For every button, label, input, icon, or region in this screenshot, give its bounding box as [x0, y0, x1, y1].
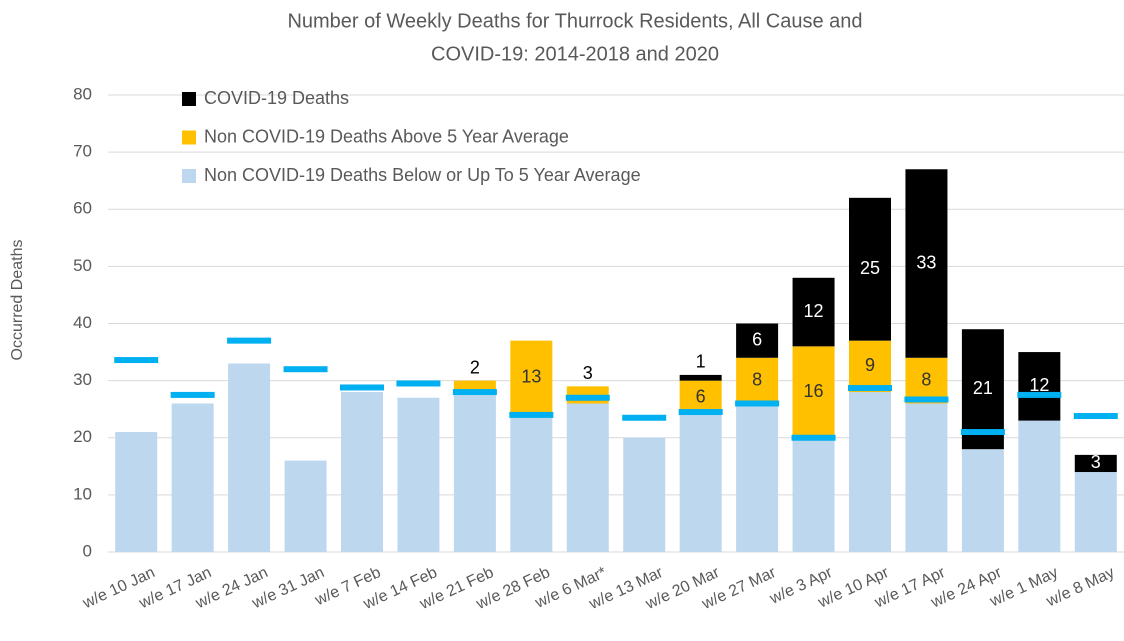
bar-segment [171, 403, 214, 552]
data-label: 8 [921, 369, 931, 389]
bar-segment [1018, 352, 1061, 421]
average-marker [1073, 413, 1118, 420]
y-tick-label: 20 [73, 427, 92, 446]
bar-segment [736, 357, 779, 404]
data-label: 6 [696, 387, 706, 407]
average-marker [396, 380, 441, 387]
average-marker [848, 385, 892, 392]
bar-segment [453, 392, 496, 552]
data-label: 9 [865, 355, 875, 375]
bar-segment [115, 432, 158, 552]
data-label: 25 [860, 258, 880, 278]
average-marker [1017, 391, 1062, 398]
legend-label: Non COVID-19 Deaths Below or Up To 5 Yea… [204, 165, 641, 185]
average-marker [735, 400, 780, 407]
bar-segment [1074, 454, 1117, 473]
average-marker [622, 414, 667, 421]
bar-segment [792, 437, 835, 552]
average-marker [452, 389, 497, 396]
bar-segment [341, 392, 383, 552]
bar-segment [510, 414, 553, 552]
average-marker [114, 357, 159, 364]
legend-label: COVID-19 Deaths [204, 88, 349, 108]
bar-segment [1018, 420, 1061, 552]
data-label: 1 [696, 352, 706, 372]
y-tick-label: 0 [83, 541, 92, 560]
legend-label: Non COVID-19 Deaths Above 5 Year Average [204, 126, 569, 146]
bar-segment [961, 449, 1004, 552]
bar-segment [849, 392, 891, 552]
data-label: 12 [1029, 375, 1049, 395]
average-marker [791, 434, 836, 441]
bar-segment [849, 197, 891, 341]
data-label: 21 [973, 378, 993, 398]
chart-title: Number of Weekly Deaths for Thurrock Res… [287, 10, 862, 32]
average-marker [227, 337, 272, 344]
bar-segment [1074, 472, 1117, 552]
y-axis-label: Occurred Deaths [9, 240, 26, 361]
bar-segment [679, 414, 722, 552]
bar-segment [905, 403, 948, 552]
data-label: 13 [521, 367, 541, 387]
average-marker [904, 396, 949, 403]
data-label: 3 [1091, 452, 1101, 472]
average-marker [960, 429, 1005, 436]
bar-segment [510, 340, 553, 415]
average-marker [283, 366, 328, 373]
data-label: 12 [804, 301, 824, 321]
y-tick-label: 50 [73, 256, 92, 275]
bar-segment [566, 403, 609, 552]
data-label: 3 [583, 363, 593, 383]
bar-segment [284, 460, 327, 552]
legend-swatch [182, 92, 196, 106]
data-label: 16 [804, 381, 824, 401]
y-tick-label: 30 [73, 370, 92, 389]
bar-segment [792, 346, 835, 438]
y-tick-label: 80 [73, 84, 92, 103]
legend-swatch [182, 169, 196, 183]
y-tick-label: 70 [73, 142, 92, 161]
average-marker [678, 409, 723, 416]
average-marker [340, 384, 384, 391]
bar-segment [736, 403, 779, 552]
bar-segment [679, 374, 722, 381]
average-marker [509, 411, 554, 418]
data-label: 2 [470, 357, 480, 377]
bar-segment [905, 169, 948, 358]
data-label: 33 [916, 252, 936, 272]
data-label: 8 [752, 369, 762, 389]
average-marker [170, 391, 215, 398]
bar-segment [623, 437, 666, 552]
average-marker [565, 394, 610, 401]
bar-segment [397, 397, 440, 552]
y-tick-label: 40 [73, 313, 92, 332]
y-tick-label: 10 [73, 484, 92, 503]
bar-segment [736, 323, 779, 358]
y-tick-label: 60 [73, 199, 92, 218]
bar-segment [905, 357, 948, 404]
legend-swatch [182, 130, 196, 145]
data-label: 6 [752, 329, 762, 349]
bar-segment [228, 363, 271, 552]
bar-segment [849, 340, 891, 393]
bar-segment [792, 277, 835, 347]
chart-title: COVID-19: 2014-2018 and 2020 [431, 43, 719, 65]
bar-segment [453, 380, 496, 393]
